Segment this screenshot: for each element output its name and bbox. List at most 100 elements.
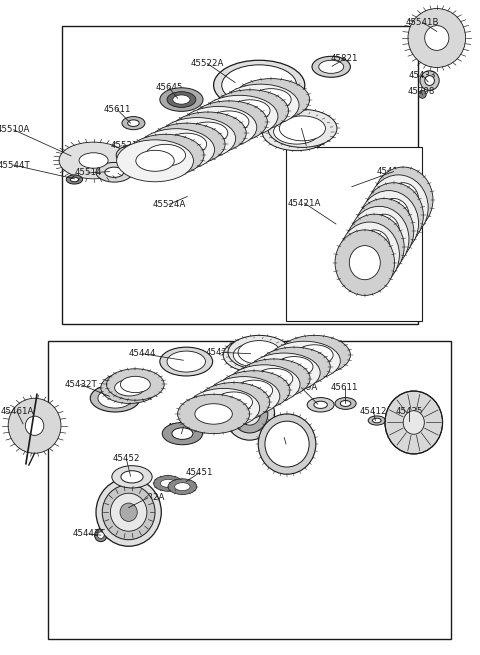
Text: 45541B: 45541B: [406, 18, 439, 27]
Ellipse shape: [160, 479, 176, 487]
Ellipse shape: [136, 151, 174, 172]
Text: 45433: 45433: [408, 71, 436, 80]
Ellipse shape: [233, 79, 310, 121]
Ellipse shape: [265, 421, 309, 467]
Ellipse shape: [278, 335, 350, 375]
Ellipse shape: [188, 122, 228, 144]
Ellipse shape: [195, 403, 232, 424]
Ellipse shape: [120, 377, 150, 392]
Bar: [48, 341, 451, 639]
Ellipse shape: [268, 341, 340, 381]
Ellipse shape: [154, 476, 182, 491]
Ellipse shape: [384, 191, 413, 224]
Ellipse shape: [101, 372, 158, 403]
Ellipse shape: [279, 116, 325, 141]
Ellipse shape: [160, 347, 213, 376]
Ellipse shape: [127, 134, 204, 176]
Ellipse shape: [345, 214, 404, 280]
Ellipse shape: [222, 84, 299, 126]
Ellipse shape: [335, 398, 356, 409]
Ellipse shape: [102, 485, 155, 540]
Ellipse shape: [239, 403, 260, 425]
Text: 45432T: 45432T: [64, 380, 97, 389]
Ellipse shape: [364, 223, 394, 255]
Text: 45443T: 45443T: [72, 529, 105, 538]
Ellipse shape: [373, 167, 433, 233]
Text: 45441A: 45441A: [267, 433, 301, 442]
Ellipse shape: [425, 76, 434, 86]
Ellipse shape: [231, 395, 268, 433]
Bar: [286, 147, 422, 321]
Text: 45269A: 45269A: [285, 383, 318, 392]
Ellipse shape: [208, 377, 280, 416]
Text: 45532A: 45532A: [131, 493, 165, 502]
Ellipse shape: [96, 478, 161, 546]
Ellipse shape: [248, 353, 320, 392]
Ellipse shape: [59, 142, 128, 179]
Ellipse shape: [209, 111, 249, 133]
Ellipse shape: [307, 398, 334, 412]
Ellipse shape: [212, 90, 288, 132]
Ellipse shape: [355, 238, 384, 271]
Ellipse shape: [230, 100, 270, 122]
Ellipse shape: [25, 416, 44, 436]
Ellipse shape: [117, 140, 193, 182]
Ellipse shape: [246, 375, 282, 394]
Ellipse shape: [425, 26, 449, 50]
Ellipse shape: [419, 90, 426, 98]
Ellipse shape: [79, 153, 108, 168]
Ellipse shape: [115, 380, 144, 396]
Ellipse shape: [121, 471, 143, 483]
Ellipse shape: [228, 335, 290, 369]
Ellipse shape: [71, 178, 79, 182]
Text: 45385B: 45385B: [197, 113, 231, 122]
Text: 45821: 45821: [331, 54, 359, 64]
Ellipse shape: [241, 94, 280, 116]
Ellipse shape: [245, 409, 254, 419]
Ellipse shape: [125, 149, 148, 161]
Ellipse shape: [180, 106, 257, 149]
Ellipse shape: [225, 388, 275, 440]
Ellipse shape: [175, 483, 190, 491]
Ellipse shape: [201, 96, 278, 138]
Ellipse shape: [233, 343, 276, 367]
Ellipse shape: [372, 419, 381, 423]
Ellipse shape: [105, 167, 124, 178]
Ellipse shape: [262, 113, 331, 151]
Ellipse shape: [191, 101, 267, 143]
Ellipse shape: [66, 175, 83, 184]
Ellipse shape: [162, 422, 203, 445]
Ellipse shape: [8, 398, 61, 453]
Text: 45510A: 45510A: [0, 125, 30, 134]
Ellipse shape: [368, 416, 385, 425]
Ellipse shape: [222, 65, 297, 105]
Text: 45798: 45798: [408, 87, 435, 96]
Ellipse shape: [408, 9, 466, 67]
Ellipse shape: [403, 411, 424, 434]
Ellipse shape: [167, 133, 207, 155]
Text: 45435: 45435: [395, 407, 423, 416]
Ellipse shape: [369, 214, 399, 248]
Ellipse shape: [335, 230, 395, 295]
Ellipse shape: [107, 369, 164, 400]
Text: 45611: 45611: [331, 383, 359, 392]
Ellipse shape: [349, 206, 409, 272]
Ellipse shape: [354, 198, 414, 264]
Ellipse shape: [223, 338, 286, 372]
Text: 45452: 45452: [112, 454, 140, 463]
Ellipse shape: [214, 60, 305, 110]
Text: 45521: 45521: [110, 141, 138, 150]
Ellipse shape: [128, 120, 139, 126]
Text: 45514: 45514: [74, 168, 102, 178]
Ellipse shape: [374, 207, 404, 240]
Ellipse shape: [312, 56, 350, 77]
Text: 45410C: 45410C: [377, 167, 410, 176]
Ellipse shape: [218, 371, 290, 410]
Ellipse shape: [349, 246, 380, 280]
Ellipse shape: [112, 466, 152, 488]
Ellipse shape: [178, 394, 250, 434]
Text: 45611: 45611: [103, 105, 131, 114]
Ellipse shape: [220, 106, 259, 127]
Ellipse shape: [159, 118, 236, 160]
Ellipse shape: [167, 92, 196, 107]
